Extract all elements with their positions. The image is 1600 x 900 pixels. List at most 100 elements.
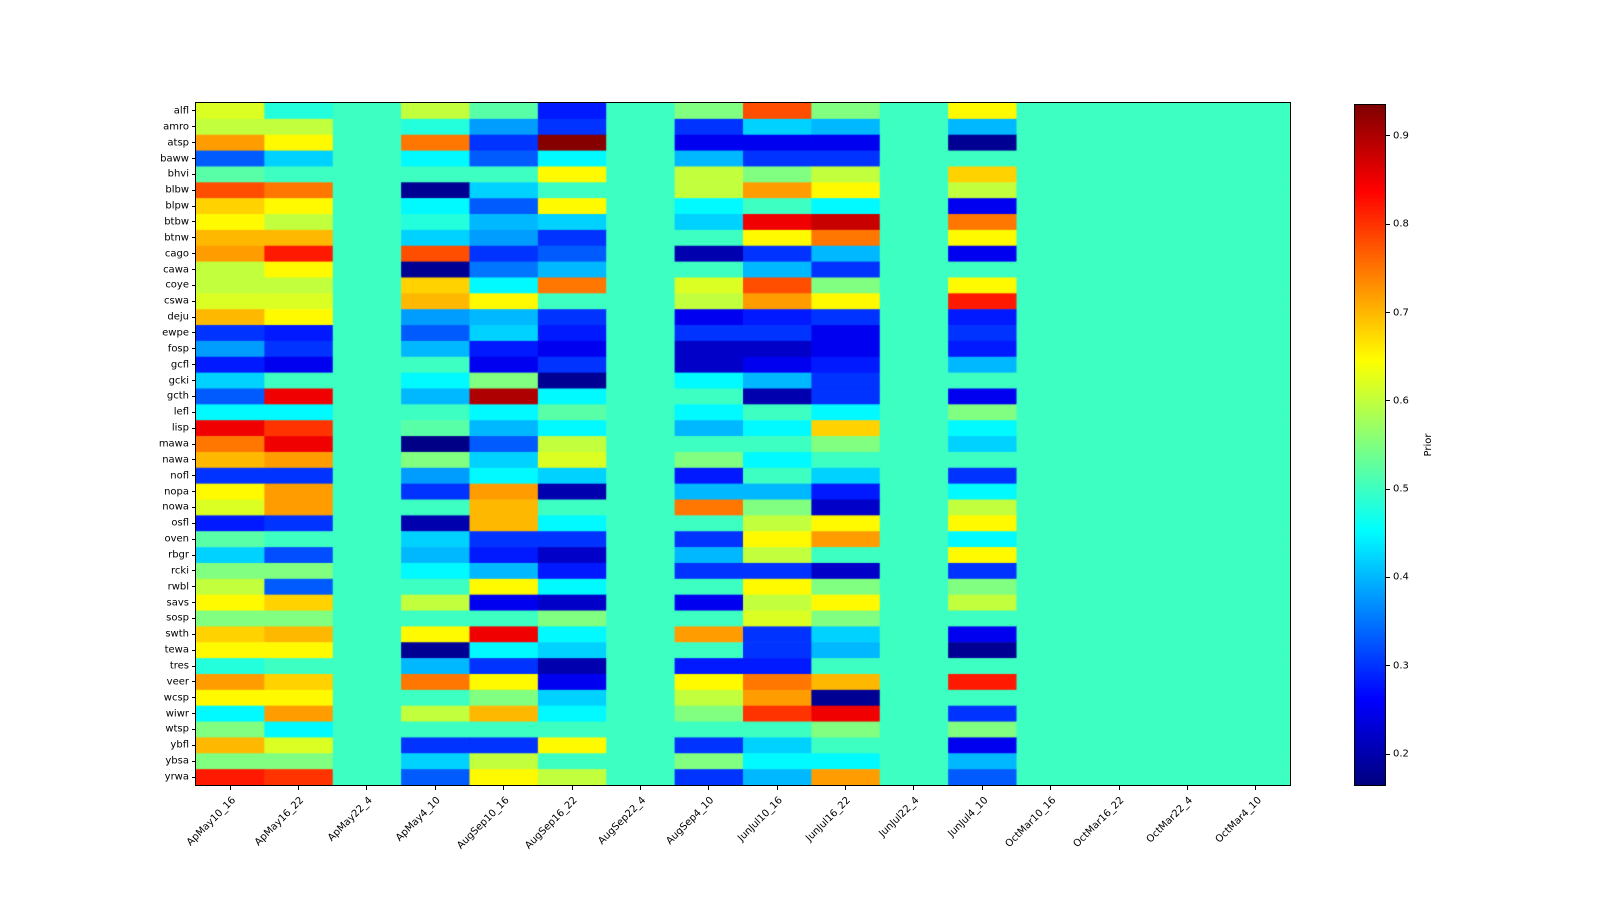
y-tick-mark [192,633,196,635]
colorbar-tick-mark [1386,576,1390,578]
colorbar-tick-label: 0.7 [1393,307,1409,319]
y-tick-mark [192,158,196,159]
y-tick-label: ybsa [165,755,189,767]
y-tick-mark [192,760,196,762]
y-tick-label: oven [164,533,189,545]
y-tick-label: amro [163,121,189,133]
x-tick-mark [845,786,847,790]
y-tick-label: mawa [158,438,189,450]
y-tick-label: lefl [173,406,189,418]
colorbar-tick-label: 0.8 [1393,218,1409,230]
y-tick-mark [192,713,196,715]
colorbar-axis-label: Prior [1423,433,1434,457]
x-tick-label: JunJul4_10 [945,795,991,840]
y-tick-mark [192,380,196,382]
y-tick-label: gcfl [170,359,189,371]
colorbar-tick-mark [1386,665,1390,667]
y-tick-label: baww [160,153,189,164]
y-tick-label: btbw [164,216,189,228]
y-tick-label: alfl [173,105,189,117]
y-tick-label: bhvi [167,168,189,180]
x-tick-label: ApMay10_16 [184,795,238,849]
colorbar-tick-label: 0.9 [1393,130,1409,142]
x-tick-mark [1255,786,1257,790]
colorbar-tick-label: 0.3 [1393,660,1409,672]
y-tick-label: deju [167,311,189,323]
x-tick-mark [981,786,983,790]
y-tick-label: veer [166,676,189,688]
y-tick-label: rcki [171,565,189,577]
x-tick-mark [229,786,231,790]
x-tick-mark [366,786,368,790]
y-tick-mark [192,586,196,588]
y-tick-mark [192,269,196,271]
x-tick-label: AugSep10_16 [455,795,512,852]
x-tick-label: OctMar4_10 [1213,795,1264,846]
y-tick-mark [192,110,196,112]
y-tick-mark [192,253,196,255]
y-tick-label: cswa [163,295,189,307]
x-tick-label: ApMay22_4 [325,795,375,844]
y-tick-label: nopa [164,486,189,498]
y-tick-mark [192,364,196,366]
y-tick-label: blpw [165,200,189,212]
colorbar-tick-mark [1386,488,1390,490]
y-tick-label: wiwr [165,708,189,720]
colorbar-tick-label: 0.4 [1393,571,1409,583]
y-tick-label: cago [164,248,189,260]
colorbar-tick-label: 0.2 [1393,748,1409,760]
heatmap-plot [195,102,1291,786]
y-tick-label: btnw [164,232,189,244]
x-tick-label: ApMay16_22 [253,795,307,849]
colorbar-tick-mark [1386,400,1390,402]
x-tick-mark [1186,786,1188,790]
x-tick-label: ApMay4_10 [394,795,444,844]
x-tick-mark [776,786,778,790]
y-tick-label: cawa [163,264,189,276]
y-tick-mark [192,284,196,286]
y-tick-mark [192,189,196,191]
x-tick-mark [298,786,300,790]
x-tick-mark [1050,786,1052,790]
colorbar-tick-mark [1386,223,1390,225]
y-tick-label: ewpe [162,327,189,339]
x-tick-mark [913,786,915,790]
y-tick-mark [192,665,196,667]
y-tick-label: yrwa [164,771,189,783]
y-tick-label: nowa [162,501,189,513]
y-tick-mark [192,538,196,540]
y-tick-mark [192,395,196,397]
y-tick-mark [192,697,196,699]
y-tick-label: lisp [171,422,189,434]
y-tick-label: wcsp [163,692,189,704]
y-tick-mark [192,221,196,223]
x-tick-label: OctMar22_4 [1144,795,1196,846]
y-tick-mark [192,459,196,461]
y-tick-mark [192,728,196,730]
y-tick-mark [192,554,196,556]
y-tick-label: savs [166,597,189,609]
y-tick-mark [192,348,196,350]
colorbar-tick-mark [1386,135,1390,137]
x-tick-label: AugSep4_10 [664,795,717,847]
y-tick-label: wtsp [165,723,189,735]
y-tick-label: rbgr [168,549,189,561]
y-tick-mark [192,205,196,207]
y-tick-label: coye [165,279,189,291]
y-tick-mark [192,316,196,318]
x-tick-label: JunJul16_22 [804,795,854,844]
x-tick-label: JunJul22_4 [877,795,922,840]
x-tick-label: OctMar10_16 [1003,795,1059,850]
y-tick-mark [192,602,196,604]
y-tick-mark [192,744,196,746]
y-tick-label: nofl [170,470,189,482]
colorbar-tick-label: 0.5 [1393,483,1409,495]
y-tick-mark [192,332,196,334]
x-tick-mark [1118,786,1120,790]
y-tick-label: nawa [162,454,189,466]
y-tick-mark [192,681,196,683]
y-tick-label: osfl [171,517,189,529]
x-tick-mark [434,786,436,790]
colorbar-tick-mark [1386,312,1390,314]
